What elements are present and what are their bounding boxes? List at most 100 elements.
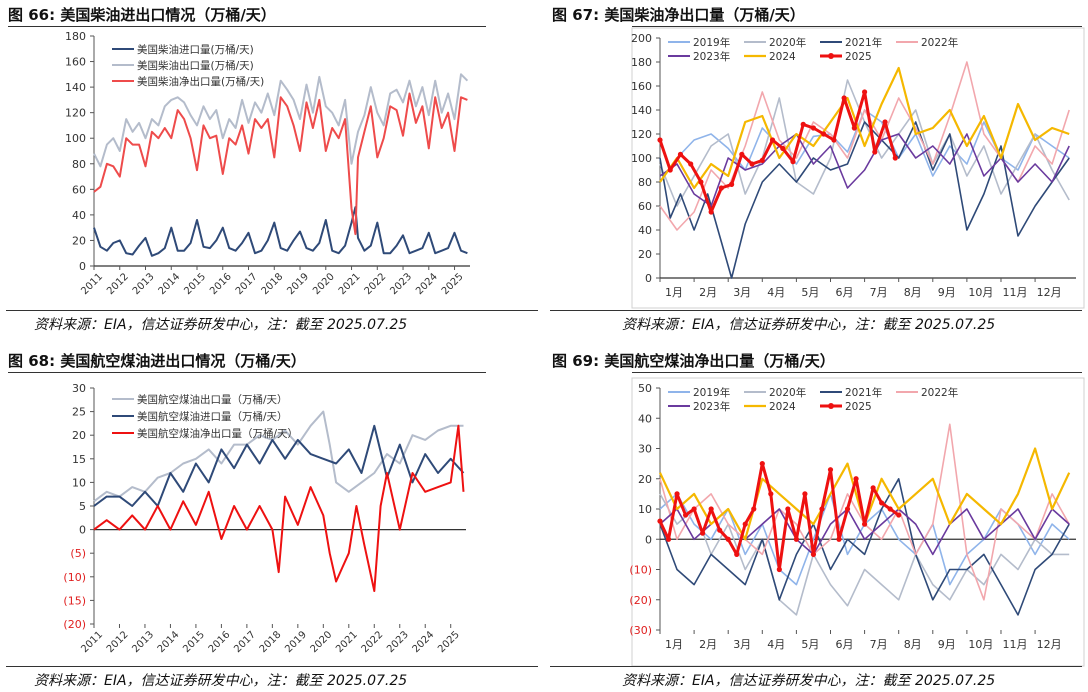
x-tick-label: 7月 (870, 638, 888, 651)
data-point (739, 151, 745, 157)
x-tick-label: 1月 (665, 286, 683, 299)
legend-label: 2025 (845, 51, 872, 63)
x-tick-label: 2015 (181, 629, 207, 655)
series-line (659, 478, 1070, 616)
data-point (821, 131, 827, 137)
x-tick-label: 2014 (157, 271, 183, 297)
y-tick-label: 0 (79, 524, 86, 537)
y-tick-label: (30) (629, 624, 652, 637)
source-note: 资料来源：EIA，信达证券研发中心，注：截至 2025.07.25 (622, 317, 996, 333)
legend-marker (828, 403, 834, 409)
data-point (896, 512, 902, 518)
data-point (861, 89, 868, 95)
y-tick-label: 0 (79, 260, 86, 273)
y-tick-label: 100 (65, 132, 86, 145)
y-tick-label: 25 (72, 406, 86, 419)
legend-label: 美国航空煤油进口量（万桶/天） (137, 410, 288, 423)
data-point (861, 521, 868, 527)
legend-label: 2019年 (693, 386, 730, 399)
x-tick-label: 4月 (767, 286, 785, 299)
x-tick-label: 2019 (283, 629, 309, 655)
legend-label: 2025 (845, 401, 872, 413)
data-point (700, 530, 706, 536)
x-tick-label: 2019 (285, 271, 311, 297)
x-tick-label: 8月 (904, 638, 922, 651)
legend-label: 2023年 (693, 50, 730, 63)
x-tick-label: 2017 (234, 271, 260, 297)
figure-title: 图 68: 美国航空煤油进出口情况（万桶/天） (8, 352, 306, 370)
data-point (892, 155, 898, 161)
data-point (853, 476, 859, 482)
x-tick-label: 2013 (131, 271, 157, 297)
x-tick-label: 2024 (414, 271, 440, 297)
data-point (708, 209, 714, 215)
data-point (831, 137, 837, 143)
data-point (810, 551, 817, 557)
x-tick-label: 2月 (699, 638, 717, 651)
data-point (657, 137, 663, 143)
legend-label: 美国柴油出口量(万桶/天) (137, 59, 254, 72)
data-point (698, 179, 704, 185)
data-point (725, 536, 731, 542)
x-tick-label: 12月 (1037, 286, 1062, 299)
data-point (827, 467, 834, 473)
y-tick-label: 30 (72, 382, 86, 395)
data-point (768, 491, 774, 497)
y-tick-label: (10) (63, 571, 86, 584)
x-tick-label: 3月 (733, 638, 751, 651)
y-tick-label: (20) (629, 594, 652, 607)
x-tick-label: 11月 (1002, 286, 1027, 299)
y-tick-label: (5) (70, 547, 86, 560)
x-tick-label: 9月 (938, 638, 956, 651)
data-point (708, 506, 714, 512)
data-point (751, 506, 757, 512)
data-point (688, 161, 694, 167)
data-point (769, 137, 776, 143)
x-tick-label: 2018 (260, 271, 286, 297)
legend-label: 2021年 (845, 386, 882, 399)
y-tick-label: 60 (638, 200, 652, 213)
legend-label: 美国航空煤油净出口量（万桶/天） (137, 427, 298, 440)
series-line (93, 73, 469, 168)
data-point (793, 536, 799, 542)
y-tick-label: 40 (72, 209, 86, 222)
legend-label: 2020年 (769, 386, 806, 399)
data-point (870, 485, 876, 491)
y-tick-label: 120 (631, 128, 652, 141)
y-tick-label: 10 (72, 476, 86, 489)
y-tick-label: 120 (65, 107, 86, 120)
figure-title: 图 69: 美国航空煤油净出口量（万桶/天） (552, 352, 835, 370)
x-tick-label: 2018 (258, 629, 284, 655)
data-point (800, 121, 806, 127)
y-tick-label: 30 (638, 443, 652, 456)
y-tick-label: 180 (65, 30, 86, 43)
data-point (802, 491, 808, 497)
legend-label: 2023年 (693, 400, 730, 413)
figure-title: 图 67: 美国柴油净出口量（万桶/天） (552, 6, 805, 24)
source-note: 资料来源：EIA，信达证券研发中心，注：截至 2025.07.25 (34, 673, 408, 689)
jet-fuel-net-export-chart: (30) (20) (10) 0 10 20 30 40 50 1月 2月 3月 4月 5月 6月 7月 8月 9… (629, 377, 1085, 667)
y-tick-label: 160 (65, 56, 86, 69)
x-tick-label: 2011 (79, 271, 105, 297)
x-tick-label: 10月 (968, 286, 993, 299)
data-point (691, 506, 697, 512)
data-point (810, 125, 817, 131)
x-tick-label: 2023 (388, 271, 414, 297)
panel-fig66: 图 66: 美国柴油进出口情况（万桶/天） 0 20 40 60 80 100 120 140… (0, 0, 544, 346)
legend-label: 2022年 (921, 36, 958, 49)
data-point (677, 151, 684, 157)
diesel-trade-chart: 0 20 40 60 80 100 120 140 160 180 2011 2012 2013 2014… (65, 30, 470, 297)
series-line (659, 66, 1070, 190)
series-line (93, 410, 464, 503)
x-tick-label: 1月 (665, 638, 683, 651)
y-tick-label: 140 (65, 81, 86, 94)
legend-label: 2021年 (845, 36, 882, 49)
x-tick-label: 2016 (207, 629, 233, 655)
x-tick-label: 8月 (904, 286, 922, 299)
x-tick-label: 2013 (130, 629, 156, 655)
data-point (667, 167, 673, 173)
x-tick-label: 2024 (411, 629, 437, 655)
x-tick-label: 2016 (208, 271, 234, 297)
data-point (665, 536, 672, 542)
